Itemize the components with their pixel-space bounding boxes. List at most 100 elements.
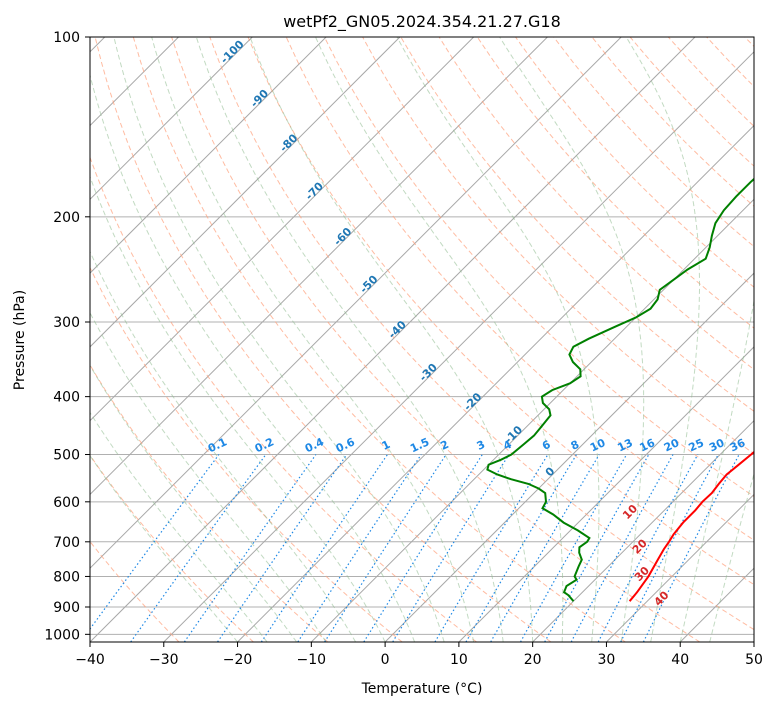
mixing-ratio-line [324, 454, 447, 642]
isotherm-line-m100 [90, 37, 253, 201]
temperature-profile-line [628, 450, 754, 602]
x-tick-label: −20 [223, 652, 253, 668]
y-axis-label: Pressure (hPa) [12, 290, 28, 390]
plot-area: -100-90-80-70-60-50-40-30-20-100 0.1 0.2 0… [90, 37, 754, 642]
mixing-ratio-label: 30 [707, 436, 727, 454]
isotherm-line-40 [679, 567, 754, 642]
x-tick-label: −40 [75, 652, 105, 668]
moist-adiabat-line [113, 37, 445, 642]
isotherm-label: -80 [277, 131, 300, 154]
isotherm-line-m10 [310, 198, 754, 642]
plot-frame [89, 36, 755, 643]
moist-adiabat-line [90, 250, 357, 642]
isotherm-line-m60 [90, 37, 548, 496]
y-axis-ticks: 100 200 300 400 500 600 700 800 900 1000 [44, 30, 90, 643]
mixing-ratio-line [90, 454, 220, 630]
mixing-ratio-line [465, 454, 578, 642]
dry-adiabat-line [744, 37, 754, 48]
x-tick-label: −10 [297, 652, 327, 668]
isotherm-line-m80 [90, 37, 401, 348]
y-tick-label: 300 [53, 315, 80, 331]
isotherm-label: -60 [331, 225, 354, 248]
dry-adiabat-line [591, 37, 754, 207]
mixing-ratio-label: 13 [615, 436, 634, 454]
mixing-ratio-label: 6 [540, 438, 553, 453]
isotherm-line-50 [753, 641, 754, 642]
y-tick-label: 200 [53, 210, 80, 226]
dry-adiabat-line [90, 540, 180, 642]
mixing-ratio-label: 3 [475, 438, 487, 453]
moist-adiabat-line [396, 37, 600, 642]
mixing-ratio-label: 20 [662, 436, 682, 454]
y-tick-label: 900 [53, 600, 80, 616]
x-tick-label: 40 [671, 652, 689, 668]
moist-adiabat-line [90, 411, 268, 642]
y-tick-label: 500 [53, 448, 80, 464]
isotherm-line-m90 [90, 37, 327, 274]
mixing-ratio-line [363, 454, 483, 642]
isotherm-labels: -100-90-80-70-60-50-40-30-20-100 [218, 38, 558, 480]
moist-adiabat-line [195, 37, 504, 642]
isotherm-label: -100 [218, 38, 247, 67]
dry-adiabat-line [132, 37, 626, 642]
isotherm-line-0 [384, 272, 754, 642]
dry-adiabat-line [476, 37, 754, 329]
mixing-ratio-line [570, 454, 674, 642]
moist-adiabat-line [625, 37, 700, 642]
x-axis-label: Temperature (°C) [361, 681, 483, 697]
y-tick-label: 800 [53, 569, 80, 585]
mixing-ratio-line [217, 454, 348, 642]
moist-adiabat-line [90, 175, 386, 642]
mixing-ratio-label: 25 [687, 436, 706, 454]
moist-adiabat-line [90, 73, 416, 642]
isotherm-line-m40 [90, 37, 696, 642]
isotherm-line-20 [532, 419, 754, 642]
mixing-ratio-label: 1 [380, 438, 392, 453]
mixing-ratio-line [490, 454, 600, 642]
dry-adiabat-lines [90, 37, 754, 642]
y-tick-label: 600 [53, 495, 80, 511]
dry-adiabat-line [362, 37, 754, 455]
y-tick-label: 100 [53, 30, 80, 46]
isotherm-line-m30 [163, 51, 754, 642]
chart-title: wetPf2_GN05.2024.354.21.27.G18 [283, 12, 561, 32]
moist-adiabat-lines [90, 37, 754, 642]
dry-adiabat-line [209, 37, 754, 631]
isotherm-label: -30 [417, 361, 440, 384]
mixing-ratio-line [519, 454, 628, 642]
dewpoint-profile-line [486, 177, 754, 602]
x-tick-label: 0 [381, 652, 390, 668]
isotherm-line-30 [606, 493, 754, 642]
mixing-ratio-line [260, 454, 388, 642]
moist-adiabat-line [90, 364, 298, 642]
mixing-ratio-line [183, 454, 317, 642]
isotherm-line-m50 [90, 37, 622, 569]
moist-adiabat-line [709, 472, 754, 642]
mixing-ratio-line [434, 454, 549, 642]
y-tick-label: 400 [53, 390, 80, 406]
dry-adiabat-line [90, 266, 403, 642]
dry-adiabat-line [515, 37, 754, 288]
isotherm-label: -50 [357, 273, 380, 296]
mixing-ratio-line [597, 454, 699, 642]
moist-adiabat-label: 30 [632, 564, 652, 584]
x-tick-label: 10 [450, 652, 468, 668]
moist-adiabat-line [679, 298, 754, 642]
x-tick-label: 50 [745, 652, 763, 668]
moist-adiabat-line [151, 37, 475, 642]
dry-adiabat-line [438, 37, 754, 371]
dry-adiabat-line [247, 37, 754, 586]
mixing-ratio-label: 16 [638, 436, 658, 454]
mixing-ratio-label: 0.4 [303, 435, 326, 455]
pressure-gridlines [90, 37, 754, 635]
dry-adiabat-line [706, 37, 754, 88]
dry-adiabat-line [90, 364, 329, 642]
dry-adiabat-line [667, 37, 754, 127]
isotherm-lines [90, 37, 754, 642]
mixing-ratio-line [130, 454, 267, 642]
moist-adiabat-line [315, 37, 564, 642]
dry-adiabat-line [285, 37, 754, 541]
x-tick-label: 30 [598, 652, 616, 668]
x-tick-label: 20 [524, 652, 542, 668]
